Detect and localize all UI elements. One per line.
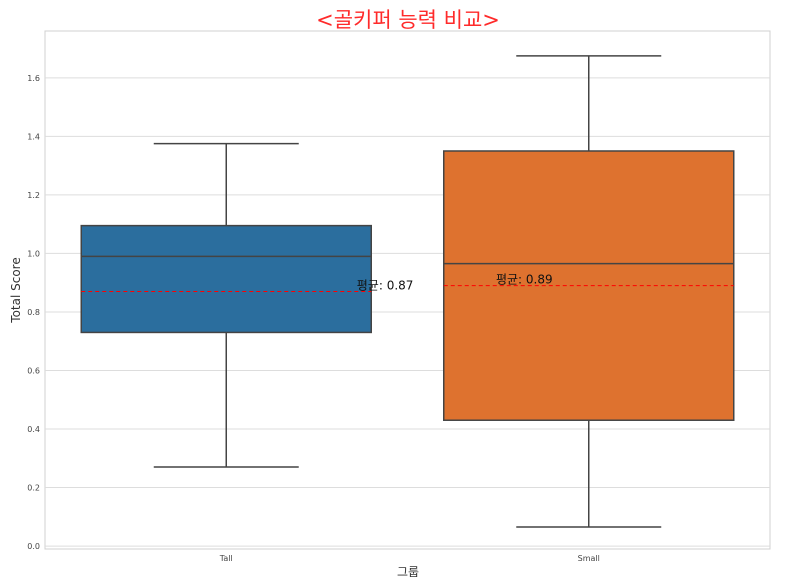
- y-axis-label: Total Score: [9, 257, 23, 323]
- y-tick-label: 0.8: [27, 308, 40, 317]
- x-tick-label: Tall: [219, 554, 233, 563]
- boxes: 평균: 0.87 평균: 0.89: [80, 55, 735, 528]
- y-tick-label: 0.0: [27, 542, 40, 551]
- box-group-small: 평균: 0.89: [443, 55, 735, 528]
- y-tick-label: 1.2: [27, 191, 40, 200]
- y-tick-label: 0.4: [27, 425, 40, 434]
- y-tick-label: 1.6: [27, 74, 40, 83]
- y-tick-label: 0.6: [27, 366, 40, 375]
- x-axis-label: 그룹: [397, 565, 419, 579]
- box-group-tall: 평균: 0.87: [80, 142, 414, 468]
- x-axis-ticks: Tall Small: [219, 554, 600, 563]
- box: [80, 224, 372, 334]
- y-axis-ticks: 0.0 0.2 0.4 0.6 0.8 1.0 1.2 1.4 1.6: [27, 74, 40, 551]
- chart-title: <골키퍼 능력 비교>: [316, 8, 500, 32]
- mean-label: 평균: 0.87: [357, 278, 414, 292]
- y-tick-label: 0.2: [27, 484, 40, 493]
- y-tick-label: 1.4: [27, 132, 40, 141]
- x-tick-label: Small: [578, 554, 600, 563]
- mean-label: 평균: 0.89: [496, 273, 553, 287]
- y-tick-label: 1.0: [27, 249, 40, 258]
